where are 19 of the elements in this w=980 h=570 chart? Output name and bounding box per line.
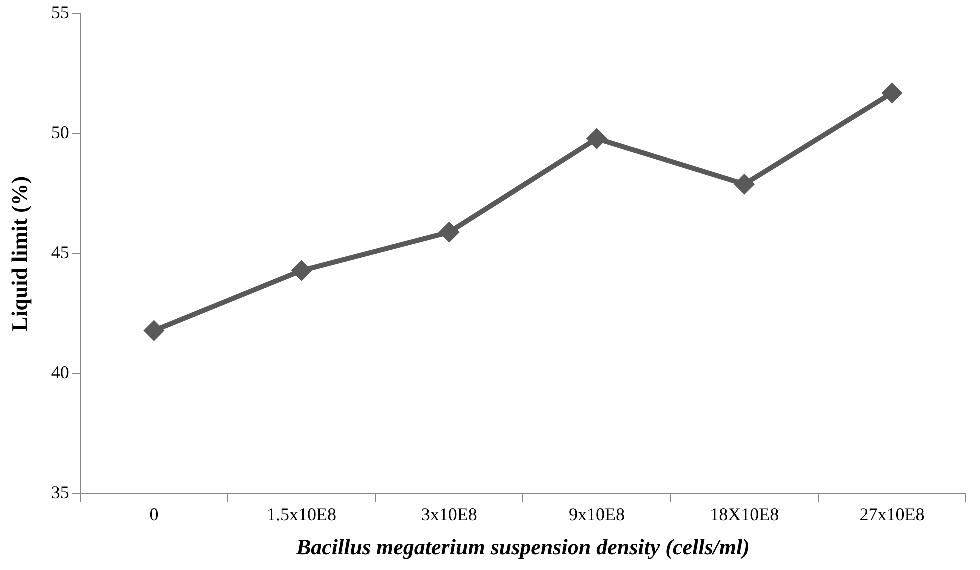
x-tick-label: 0 bbox=[150, 504, 159, 525]
y-tick-label: 50 bbox=[51, 122, 70, 143]
x-tick-label: 9x10E8 bbox=[569, 504, 625, 525]
y-tick-label: 35 bbox=[51, 482, 70, 503]
y-tick-label: 55 bbox=[51, 2, 70, 23]
y-tick-label: 40 bbox=[51, 362, 70, 383]
point bbox=[144, 321, 164, 340]
x-axis-title: Bacillus megaterium suspension density (cells/ml) bbox=[295, 534, 750, 560]
x-tick-label: 18X10E8 bbox=[710, 504, 780, 525]
point bbox=[735, 174, 754, 194]
x-tick-label: 1.5x10E8 bbox=[267, 504, 337, 525]
point bbox=[882, 84, 902, 103]
point bbox=[588, 129, 606, 148]
y-tick-label: 45 bbox=[51, 242, 70, 263]
x-tick-label: 3x10E8 bbox=[421, 504, 478, 525]
y-axis-title: Liquid limit (%) bbox=[6, 176, 32, 332]
point bbox=[440, 222, 459, 242]
point bbox=[292, 261, 312, 280]
x-tick-label: 27x10E8 bbox=[860, 504, 925, 525]
